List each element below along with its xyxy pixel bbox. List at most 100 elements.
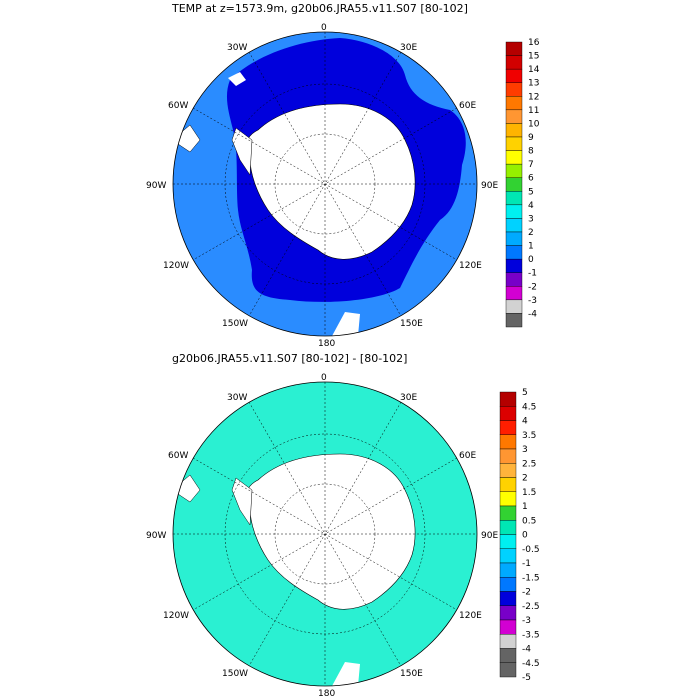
top-colorbar-label: -4 xyxy=(528,309,537,319)
bottom-colorbar-swatch xyxy=(499,534,517,549)
top-peninsula xyxy=(231,127,253,176)
bottom-lon-label-120e: 120E xyxy=(459,611,482,621)
top-lon-label-30w: 30W xyxy=(227,43,247,53)
bottom-lon-label-60e: 60E xyxy=(459,451,476,461)
top-colorbar-swatch xyxy=(505,218,523,233)
bottom-colorbar-swatch xyxy=(499,562,517,578)
top-colorbar-label: 4 xyxy=(528,201,534,211)
top-colorbar-swatch xyxy=(505,109,523,124)
top-colorbar-swatch xyxy=(505,313,523,328)
bottom-title: g20b06.JRA55.v11.S07 [80-102] - [80-102] xyxy=(172,352,407,365)
bottom-lon-label-30e: 30E xyxy=(400,393,417,403)
bottom-colorbar-swatch xyxy=(499,420,517,435)
top-colorbar-swatch xyxy=(505,163,523,178)
top-map xyxy=(173,32,477,336)
bottom-lon-label-150e: 150E xyxy=(400,669,423,679)
bottom-colorbar-label: 0 xyxy=(522,531,528,541)
top-colorbar-label: 6 xyxy=(528,174,534,184)
bottom-colorbar: 5 4.5 4 3.5 3 2.5 2 1.5 1 0.5 0 -0.5 -1 -1.5 -2 -2.5 -3 -… xyxy=(499,388,540,683)
bottom-colorbar-swatch xyxy=(499,505,517,521)
top-colorbar-label: 2 xyxy=(528,228,534,238)
bottom-lon-label-90w: 90W xyxy=(146,531,166,541)
top-colorbar-label: 1 xyxy=(528,242,534,252)
bottom-colorbar-swatch xyxy=(499,391,517,407)
bottom-colorbar-swatch xyxy=(499,577,517,592)
bottom-colorbar-swatch xyxy=(499,406,517,421)
bottom-colorbar-label: 4.5 xyxy=(522,402,536,412)
bottom-colorbar-swatch xyxy=(499,448,517,464)
top-colorbar-swatch xyxy=(505,231,523,246)
top-colorbar-label: 10 xyxy=(528,119,540,129)
bottom-colorbar-label: -4 xyxy=(522,645,531,655)
bottom-colorbar-swatch xyxy=(499,634,517,649)
top-lon-label-150w: 150W xyxy=(222,319,248,329)
bottom-colorbar-swatch xyxy=(499,463,517,478)
bottom-colorbar-label: -0.5 xyxy=(522,545,540,555)
bottom-colorbar-label: -3 xyxy=(522,616,531,626)
top-land-patch-nw xyxy=(228,72,246,86)
bottom-colorbar-label: -2.5 xyxy=(522,602,540,612)
top-colorbar-label: 0 xyxy=(528,255,534,265)
bottom-colorbar-label: 4 xyxy=(522,417,528,427)
bottom-colorbar-label: 5 xyxy=(522,388,528,398)
top-colorbar-label: 11 xyxy=(528,106,539,116)
top-graticule xyxy=(173,32,477,336)
top-colorbar-swatch xyxy=(505,191,523,206)
bottom-colorbar-label: 2 xyxy=(522,474,528,484)
top-colorbar-label: 3 xyxy=(528,214,534,224)
top-colorbar-label: -1 xyxy=(528,269,537,279)
top-colorbar-swatch xyxy=(505,177,523,192)
top-south-america xyxy=(173,124,201,153)
top-lon-label-90e: 90E xyxy=(481,181,498,191)
bottom-colorbar-label: -3.5 xyxy=(522,630,540,640)
top-colorbar-swatch xyxy=(505,68,523,83)
bottom-colorbar-swatch xyxy=(499,434,517,450)
bottom-colorbar-swatch xyxy=(499,648,517,663)
top-colorbar-swatch xyxy=(505,136,523,151)
top-colorbar-swatch xyxy=(505,286,523,301)
bottom-lon-label-0: 0 xyxy=(321,373,327,383)
bottom-map-border xyxy=(172,381,478,687)
bottom-colorbar-swatch xyxy=(499,491,517,507)
top-colorbar-label: 13 xyxy=(528,79,539,89)
bottom-graticule xyxy=(173,382,477,686)
bottom-land-patch-s xyxy=(332,662,360,686)
top-lon-label-150e: 150E xyxy=(400,319,423,329)
top-map-border xyxy=(172,31,478,337)
top-lon-label-30e: 30E xyxy=(400,43,417,53)
bottom-lon-label-30w: 30W xyxy=(227,393,247,403)
bottom-lon-label-60w: 60W xyxy=(168,451,188,461)
bottom-colorbar-swatch xyxy=(499,605,517,621)
top-lon-label-180: 180 xyxy=(318,339,335,349)
bottom-colorbar-label: 1.5 xyxy=(522,488,536,498)
top-lon-label-120w: 120W xyxy=(163,261,189,271)
top-colorbar-swatch xyxy=(505,272,523,287)
top-colorbar-label: -2 xyxy=(528,282,537,292)
bottom-lon-label-120w: 120W xyxy=(163,611,189,621)
bottom-colorbar-label: 3.5 xyxy=(522,431,536,441)
bottom-lon-label-150w: 150W xyxy=(222,669,248,679)
top-panel: TEMP at z=1573.9m, g20b06.JRA55.v11.S07 … xyxy=(146,2,540,349)
bottom-colorbar-label: -2 xyxy=(522,588,531,598)
bottom-colorbar-label: 0.5 xyxy=(522,516,536,526)
bottom-colorbar-label: 1 xyxy=(522,502,528,512)
bottom-colorbar-swatch xyxy=(499,548,517,564)
bottom-colorbar-label: 3 xyxy=(522,445,528,455)
top-colorbar-swatch xyxy=(505,82,523,97)
bottom-colorbar-label: -1 xyxy=(522,559,531,569)
bottom-panel: g20b06.JRA55.v11.S07 [80-102] - [80-102]… xyxy=(146,352,540,699)
top-colorbar-swatch xyxy=(505,55,523,70)
top-colorbar-swatch xyxy=(505,41,523,56)
bottom-colorbar-swatch xyxy=(499,591,517,606)
bottom-antarctica xyxy=(246,453,416,610)
top-colorbar-label: 7 xyxy=(528,160,534,170)
top-land-patch-s xyxy=(332,312,360,336)
top-colorbar-label: 12 xyxy=(528,92,539,102)
top-antarctica xyxy=(246,103,416,260)
top-lon-label-0: 0 xyxy=(321,23,327,33)
bottom-lon-label-90e: 90E xyxy=(481,531,498,541)
bottom-colorbar-swatch xyxy=(499,520,517,535)
top-colorbar-swatch xyxy=(505,258,523,273)
top-colorbar-swatch xyxy=(505,150,523,165)
top-colorbar-swatch xyxy=(505,96,523,111)
